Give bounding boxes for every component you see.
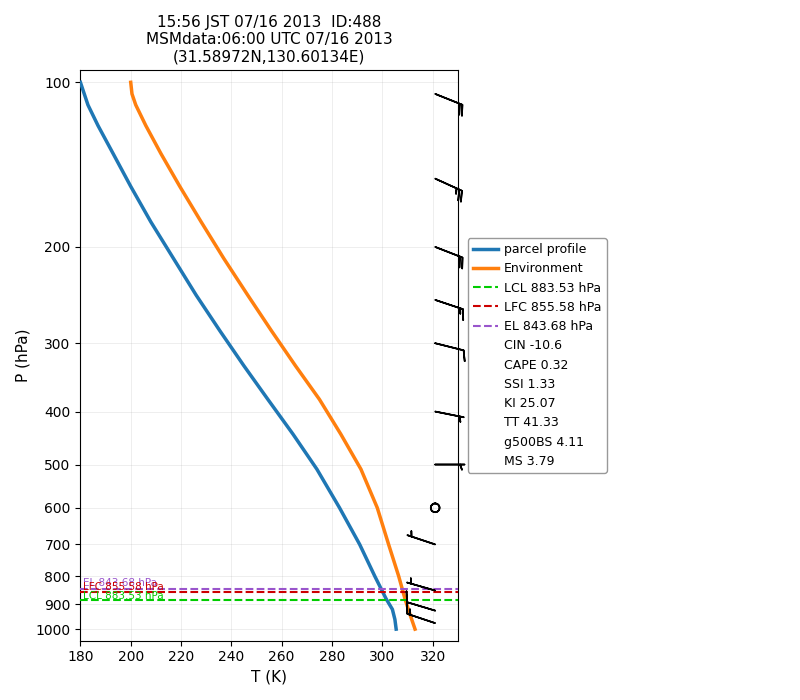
Title: 15:56 JST 07/16 2013  ID:488
MSMdata:06:00 UTC 07/16 2013
(31.58972N,130.60134E): 15:56 JST 07/16 2013 ID:488 MSMdata:06:0… <box>146 15 393 65</box>
Y-axis label: P (hPa): P (hPa) <box>15 329 30 382</box>
Text: EL 843.68 hPa: EL 843.68 hPa <box>83 578 157 589</box>
Legend: parcel profile, Environment, LCL 883.53 hPa, LFC 855.58 hPa, EL 843.68 hPa, CIN : parcel profile, Environment, LCL 883.53 … <box>468 238 606 472</box>
Text: LFC 855.58 hPa: LFC 855.58 hPa <box>83 582 164 592</box>
X-axis label: T (K): T (K) <box>251 670 287 685</box>
Text: LCL 883.53 hPa: LCL 883.53 hPa <box>83 591 163 601</box>
